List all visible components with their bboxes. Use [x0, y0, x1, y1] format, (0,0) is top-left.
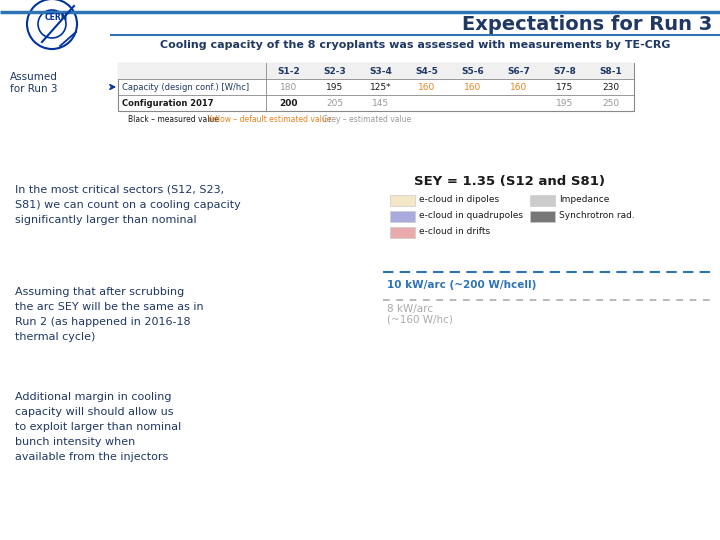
Text: 175: 175 — [557, 83, 574, 91]
Text: S1-2: S1-2 — [278, 66, 300, 76]
Text: Cooling capacity of the 8 cryoplants was assessed with measurements by TE-CRG: Cooling capacity of the 8 cryoplants was… — [160, 40, 670, 50]
Bar — [390, 211, 415, 221]
Text: thermal cycle): thermal cycle) — [15, 332, 95, 342]
Text: 205: 205 — [326, 98, 343, 107]
Text: 195: 195 — [326, 83, 343, 91]
Text: 230: 230 — [603, 83, 620, 91]
Text: bunch intensity when: bunch intensity when — [15, 437, 135, 447]
Text: e-cloud in quadrupoles: e-cloud in quadrupoles — [419, 212, 523, 220]
Text: e-cloud in dipoles: e-cloud in dipoles — [419, 195, 499, 205]
Text: 160: 160 — [510, 83, 528, 91]
Text: 195: 195 — [557, 98, 574, 107]
Text: Assuming that after scrubbing: Assuming that after scrubbing — [15, 287, 184, 297]
Text: significantly larger than nominal: significantly larger than nominal — [15, 215, 197, 225]
Text: Run 2 (as happened in 2016-18: Run 2 (as happened in 2016-18 — [15, 317, 191, 327]
Text: capacity will should allow us: capacity will should allow us — [15, 407, 174, 417]
Text: (~160 W/hc): (~160 W/hc) — [387, 315, 453, 325]
Text: Expectations for Run 3: Expectations for Run 3 — [462, 15, 712, 33]
Text: S3-4: S3-4 — [369, 66, 392, 76]
Text: S6-7: S6-7 — [508, 66, 531, 76]
Text: Capacity (design conf.) [W/hc]: Capacity (design conf.) [W/hc] — [122, 83, 249, 91]
Text: 180: 180 — [280, 83, 297, 91]
Bar — [530, 211, 555, 221]
Text: Grey – estimated value: Grey – estimated value — [320, 114, 412, 124]
Text: Synchrotron rad.: Synchrotron rad. — [559, 212, 635, 220]
Bar — [118, 63, 634, 79]
Text: 125*: 125* — [370, 83, 392, 91]
Text: Additional margin in cooling: Additional margin in cooling — [15, 392, 171, 402]
Text: 145: 145 — [372, 98, 390, 107]
Bar — [390, 226, 415, 238]
FancyArrowPatch shape — [110, 85, 114, 89]
Bar — [118, 63, 634, 111]
Text: 8 kW/arc: 8 kW/arc — [387, 304, 433, 314]
Bar — [530, 194, 555, 206]
Text: 160: 160 — [418, 83, 436, 91]
Text: to exploit larger than nominal: to exploit larger than nominal — [15, 422, 181, 432]
Text: S7-8: S7-8 — [554, 66, 577, 76]
Text: Impedance: Impedance — [559, 195, 609, 205]
Text: SEY = 1.35 (S12 and S81): SEY = 1.35 (S12 and S81) — [415, 175, 606, 188]
Text: S2-3: S2-3 — [323, 66, 346, 76]
Text: available from the injectors: available from the injectors — [15, 453, 168, 462]
Text: S5-6: S5-6 — [462, 66, 485, 76]
Text: 10 kW/arc (~200 W/hcell): 10 kW/arc (~200 W/hcell) — [387, 280, 536, 290]
Text: 200: 200 — [280, 98, 298, 107]
Text: In the most critical sectors (S12, S23,: In the most critical sectors (S12, S23, — [15, 185, 224, 195]
Text: e-cloud in drifts: e-cloud in drifts — [419, 227, 490, 237]
Text: 160: 160 — [464, 83, 482, 91]
Text: 250: 250 — [603, 98, 620, 107]
Text: Black – measured value: Black – measured value — [128, 114, 219, 124]
Text: CERN: CERN — [45, 13, 68, 22]
Text: Configuration 2017: Configuration 2017 — [122, 98, 214, 107]
Text: Assumed
for Run 3: Assumed for Run 3 — [10, 72, 58, 94]
Text: S81) we can count on a cooling capacity: S81) we can count on a cooling capacity — [15, 200, 240, 210]
Text: S4-5: S4-5 — [415, 66, 438, 76]
Text: Yellow – default estimated value: Yellow – default estimated value — [205, 114, 331, 124]
Bar — [390, 194, 415, 206]
Text: the arc SEY will be the same as in: the arc SEY will be the same as in — [15, 302, 204, 312]
Text: S8-1: S8-1 — [600, 66, 622, 76]
